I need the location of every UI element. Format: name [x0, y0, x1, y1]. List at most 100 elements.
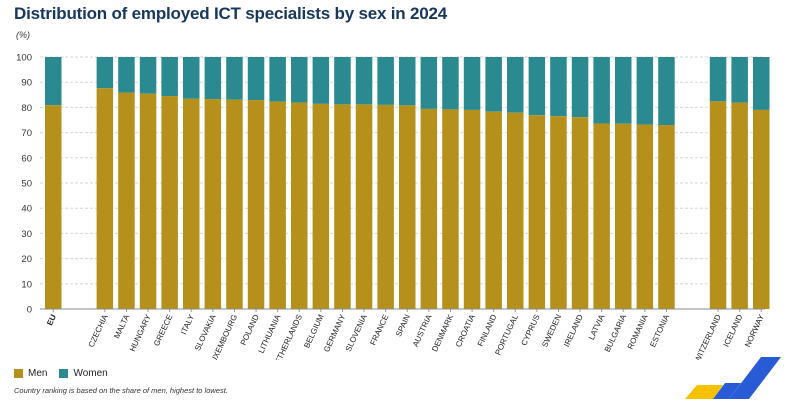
- logo-yellow-shape: [685, 385, 723, 399]
- legend-swatch-women: [59, 369, 69, 378]
- bar-women-lithuania: [269, 57, 286, 102]
- bar-men-lithuania: [269, 101, 286, 309]
- x-tick-label: FINLAND: [476, 313, 499, 348]
- legend-item-men: Men: [14, 368, 47, 379]
- y-tick-label: 0: [27, 305, 32, 316]
- bar-men-iceland: [731, 102, 748, 309]
- bar-men-germany: [334, 104, 351, 309]
- x-tick-label: CROATIA: [454, 312, 477, 348]
- x-tick-label: SWITZERLAND: [690, 313, 722, 360]
- bar-women-eu: [45, 57, 62, 106]
- bar-men-slovenia: [355, 104, 373, 309]
- y-tick-label: 60: [21, 153, 32, 164]
- bar-men-romania: [636, 124, 654, 309]
- x-tick-label: POLAND: [239, 313, 261, 347]
- bar-women-cyprus: [528, 57, 546, 116]
- y-tick-label: 50: [21, 179, 32, 190]
- bar-men-norway: [753, 109, 770, 309]
- bar-women-poland: [247, 57, 265, 101]
- x-tick-label: DENMARK: [430, 312, 455, 353]
- bar-women-czechia: [96, 57, 114, 89]
- legend-label-women: Women: [73, 368, 108, 379]
- y-tick-label: 70: [21, 128, 32, 139]
- bar-men-italy: [183, 98, 200, 309]
- bar-women-switzerland: [709, 57, 727, 102]
- x-tick-label: ICELAND: [722, 313, 745, 348]
- eurostat-logo-icon: [685, 357, 781, 399]
- legend: Men Women: [14, 368, 114, 379]
- bar-men-finland: [485, 111, 502, 310]
- bar-women-luxembourg: [226, 57, 243, 100]
- footnote: Country ranking is based on the share of…: [14, 386, 228, 395]
- x-tick-label: PORTUGAL: [493, 313, 520, 357]
- bar-women-bulgaria: [615, 57, 632, 124]
- bar-women-portugal: [507, 57, 524, 113]
- bar-men-netherlands: [291, 102, 308, 309]
- x-tick-label: LATVIA: [587, 312, 607, 341]
- bar-women-finland: [485, 57, 502, 112]
- x-tick-label: SLOVENIA: [344, 312, 369, 353]
- x-tick-label: CZECHIA: [87, 312, 110, 348]
- bar-women-belgium: [312, 57, 330, 104]
- x-tick-label: ESTONIA: [648, 312, 671, 348]
- x-tick-label: SLOVAKIA: [193, 312, 218, 352]
- logo-blue-shape: [729, 357, 781, 399]
- bar-women-france: [377, 57, 394, 105]
- bar-women-spain: [399, 57, 416, 106]
- x-tick-label: FRANCE: [368, 313, 390, 347]
- x-tick-label: SPAIN: [394, 313, 412, 338]
- bar-men-belgium: [312, 103, 330, 309]
- bar-chart: 0 10 20 30 40 50 60 70 80 90 100 EU CZECHIA MALTAHUNG…: [16, 53, 770, 360]
- legend-label-men: Men: [28, 368, 48, 379]
- bar-women-slovakia: [204, 57, 222, 100]
- bar-women-denmark: [442, 57, 459, 110]
- bar-men-france: [377, 104, 394, 309]
- y-tick-label: 20: [21, 254, 32, 265]
- bar-men-czechia: [96, 88, 114, 309]
- bar-men-austria: [420, 108, 438, 309]
- bar-men-estonia: [658, 125, 675, 309]
- bar-women-austria: [420, 57, 438, 109]
- bar-men-greece: [161, 96, 178, 309]
- bar-men-eu: [45, 105, 62, 310]
- bar-men-spain: [399, 105, 416, 309]
- x-tick-label: HUNGARY: [128, 312, 153, 353]
- bar-men-croatia: [463, 109, 481, 309]
- x-tick-label: CYPRUS: [519, 313, 541, 347]
- y-tick-label: 100: [16, 53, 32, 64]
- bar-women-latvia: [593, 57, 610, 124]
- bar-men-hungary: [139, 93, 157, 310]
- bar-women-germany: [334, 57, 351, 105]
- chart-title: Distribution of employed ICT specialists…: [14, 4, 448, 23]
- bar-women-ireland: [571, 57, 589, 118]
- bar-men-bulgaria: [615, 123, 632, 309]
- y-tick-label: 30: [21, 229, 32, 240]
- bar-men-denmark: [442, 109, 459, 309]
- y-tick-label: 80: [21, 103, 32, 114]
- bar-women-croatia: [463, 57, 481, 110]
- bar-men-luxembourg: [226, 99, 243, 309]
- bar-women-netherlands: [291, 57, 308, 103]
- bar-women-sweden: [550, 57, 567, 117]
- bar-men-latvia: [593, 123, 610, 309]
- x-tick-label: BELGIUM: [302, 313, 326, 350]
- y-axis-unit-label: (%): [16, 30, 30, 40]
- bar-women-norway: [753, 57, 770, 110]
- bar-women-hungary: [139, 57, 157, 94]
- x-tick-label: MALTA: [112, 312, 131, 340]
- bar-women-iceland: [731, 57, 748, 103]
- x-tick-label: ITALY: [179, 312, 196, 335]
- bar-men-switzerland: [709, 101, 727, 310]
- x-tick-label: SWEDEN: [540, 313, 563, 349]
- bar-men-cyprus: [528, 115, 546, 309]
- bar-women-romania: [636, 57, 654, 125]
- bar-men-sweden: [550, 116, 567, 309]
- y-tick-label: 40: [21, 204, 32, 215]
- x-tick-label: GREECE: [152, 313, 174, 347]
- x-tick-label: NORWAY: [743, 312, 766, 348]
- x-tick-label: ROMANIA: [626, 312, 650, 350]
- bar-women-slovenia: [355, 57, 373, 105]
- y-tick-label: 10: [21, 279, 32, 290]
- logo-blue-shape-small: [713, 383, 741, 399]
- bar-men-malta: [118, 92, 135, 309]
